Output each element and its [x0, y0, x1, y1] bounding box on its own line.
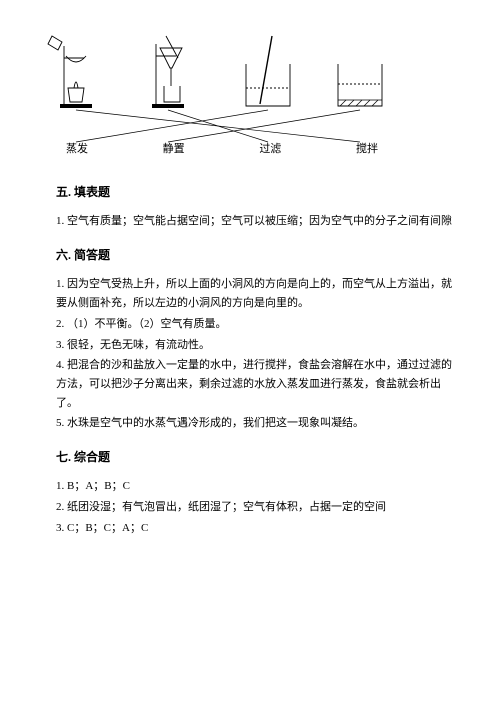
s7-item-2: 2. 纸团没湿；有气泡冒出，纸团湿了；空气有体积，占据一定的空间	[56, 498, 452, 517]
label-settle: 静置	[163, 140, 185, 159]
s6-item-5: 5. 水珠是空气中的水蒸气遇冷形成的，我们把这一现象叫凝结。	[56, 414, 452, 433]
section-6-title: 六. 简答题	[56, 245, 452, 265]
s6-item-3: 3. 很轻，无色无味，有流动性。	[56, 336, 452, 355]
label-filter: 过滤	[259, 140, 281, 159]
matching-diagram: 蒸发 静置 过滤 搅拌	[36, 28, 396, 168]
page: 蒸发 静置 过滤 搅拌 五. 填表题 1. 空气有质量；空气能占据空间；空气可以…	[0, 0, 500, 579]
label-stir: 搅拌	[356, 140, 378, 159]
label-evaporate: 蒸发	[66, 140, 88, 159]
s7-item-1: 1. B；A；B；C	[56, 477, 452, 496]
s7-item-3: 3. C；B；C；A；C	[56, 519, 452, 538]
s6-item-1: 1. 因为空气受热上升，所以上面的小洞风的方向是向上的，而空气从上方溢出，就要从…	[56, 275, 452, 312]
s6-item-4: 4. 把混合的沙和盐放入一定量的水中，进行搅拌，食盐会溶解在水中，通过过滤的方法…	[56, 356, 452, 412]
section-7-title: 七. 综合题	[56, 447, 452, 467]
s6-item-2: 2. （1）不平衡。（2）空气有质量。	[56, 315, 452, 334]
s5-item-1: 1. 空气有质量；空气能占据空间；空气可以被压缩；因为空气中的分子之间有间隙	[56, 212, 452, 231]
section-5-title: 五. 填表题	[56, 182, 452, 202]
apparatus-labels: 蒸发 静置 过滤 搅拌	[36, 140, 396, 159]
